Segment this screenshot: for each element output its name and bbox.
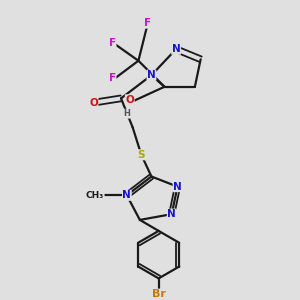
Text: F: F <box>109 73 116 83</box>
Text: Br: Br <box>152 289 166 299</box>
Text: F: F <box>143 18 151 28</box>
Text: F: F <box>109 38 116 48</box>
Text: O: O <box>125 95 134 105</box>
Text: N: N <box>167 209 176 219</box>
Text: S: S <box>138 150 145 160</box>
Text: N: N <box>172 44 180 54</box>
Text: O: O <box>89 98 98 108</box>
Text: N: N <box>173 182 182 192</box>
Text: N: N <box>147 70 156 80</box>
Text: H: H <box>123 109 130 118</box>
Text: CH₃: CH₃ <box>86 191 104 200</box>
Text: N: N <box>122 190 131 200</box>
